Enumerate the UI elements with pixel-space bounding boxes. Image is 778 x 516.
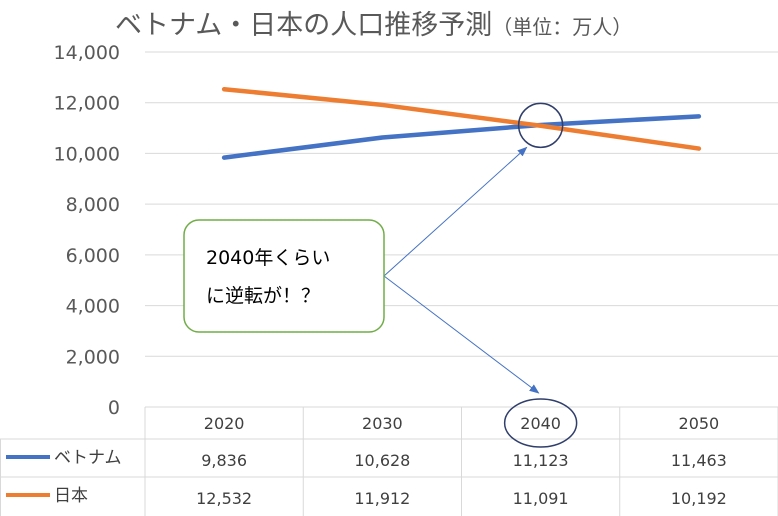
- category-label: 2050: [679, 414, 720, 433]
- data-label: 12,532: [196, 489, 252, 508]
- y-tick-label: 8,000: [66, 194, 120, 216]
- y-tick-label: 6,000: [66, 245, 120, 267]
- chart-title: ベトナム・日本の人口推移予測（単位：万人）: [115, 10, 632, 41]
- data-label: 11,091: [513, 489, 569, 508]
- series-lines: [221, 86, 702, 160]
- series-line: [221, 86, 702, 151]
- callout-text: 2040年くらい: [206, 247, 330, 269]
- data-label: 9,836: [201, 451, 247, 470]
- y-tick-label: 4,000: [66, 296, 120, 318]
- category-label: 2030: [362, 414, 403, 433]
- data-label: 11,123: [513, 451, 569, 470]
- series-line: [221, 114, 702, 160]
- y-tick-label: 2,000: [66, 346, 120, 368]
- category-label: 2040: [520, 414, 561, 433]
- intersection-highlight-circle: [517, 102, 564, 149]
- y-tick-label: 12,000: [54, 93, 120, 115]
- data-label: 11,912: [354, 489, 410, 508]
- chart-title-main: ベトナム・日本の人口推移予測: [115, 10, 492, 41]
- legend-label: 日本: [54, 486, 88, 506]
- arrow-to-intersection: [383, 146, 528, 277]
- data-label: 10,192: [671, 489, 727, 508]
- y-tick-label: 14,000: [54, 42, 120, 64]
- category-label: 2020: [204, 414, 245, 433]
- data-label: 10,628: [354, 451, 410, 470]
- legend-label: ベトナム: [54, 448, 122, 468]
- y-tick-label: 10,000: [54, 143, 120, 165]
- data-label: 11,463: [671, 451, 727, 470]
- callout-text: に逆転が！？: [206, 285, 320, 307]
- chart-title-unit: （単位：万人）: [492, 15, 632, 39]
- y-axis: 0 2,000 4,000 6,000 8,000 10,000 12,000 14,000: [54, 42, 120, 419]
- data-table: 2020 2030 2040 2050 ベトナム 9,836 10,628 11,123 11,…: [0, 406, 778, 516]
- year-2040-highlight-ellipse: [503, 398, 578, 448]
- arrow-to-2040: [383, 275, 540, 394]
- callout-box: [183, 219, 385, 333]
- y-tick-label: 0: [108, 397, 120, 419]
